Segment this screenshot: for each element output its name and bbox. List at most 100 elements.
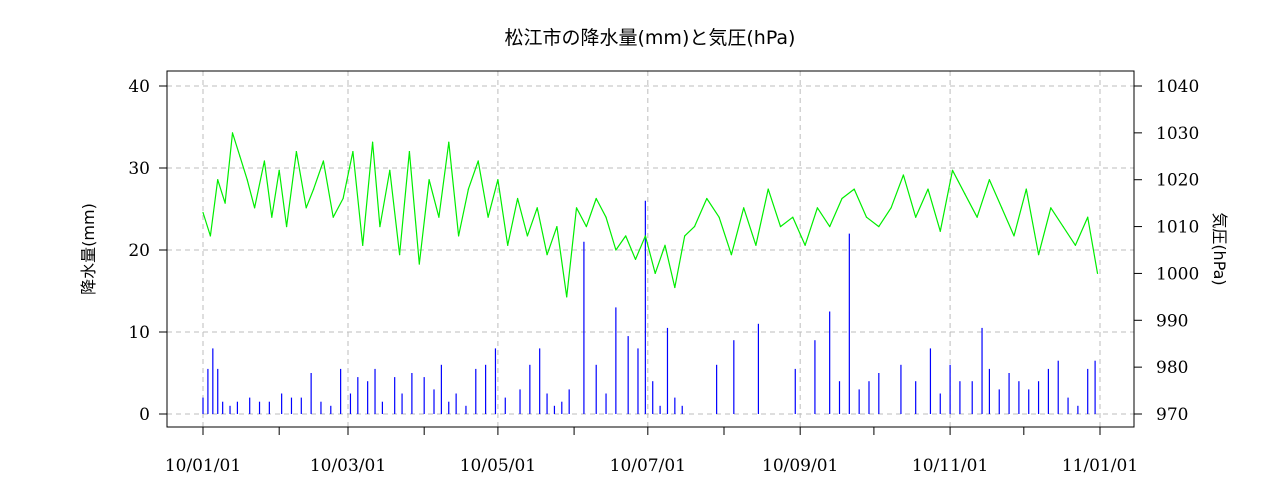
- pressure-point: [718, 216, 720, 218]
- pressure-series: [202, 132, 1099, 298]
- pressure-point: [271, 216, 273, 218]
- pressure-point: [278, 169, 280, 171]
- pressure-point: [1037, 254, 1040, 256]
- pressure-point: [305, 207, 307, 209]
- pressure-point: [428, 179, 430, 181]
- x-tick-label: 11/01/01: [1062, 456, 1138, 476]
- x-tick-label: 10/09/01: [762, 456, 838, 476]
- pressure-point: [231, 132, 234, 134]
- pressure-point: [566, 296, 568, 298]
- pressure-point: [853, 188, 855, 190]
- pressure-point: [927, 188, 929, 190]
- pressure-point: [976, 216, 978, 218]
- y2-tick-label: 970: [1156, 405, 1188, 425]
- pressure-point: [706, 197, 708, 200]
- pressure-point: [1096, 272, 1099, 275]
- pressure-point: [585, 225, 587, 228]
- pressure-point: [246, 179, 248, 181]
- pressure-point: [379, 225, 381, 228]
- pressure-point: [332, 216, 334, 218]
- y2-tick-label: 1020: [1156, 171, 1199, 191]
- y2-tick-label: 1030: [1156, 124, 1199, 144]
- pressure-point: [389, 169, 391, 171]
- pressure-point: [625, 235, 627, 237]
- pressure-point: [217, 179, 219, 181]
- pressure-point: [536, 207, 538, 209]
- pressure-point: [684, 235, 686, 237]
- pressure-point: [371, 141, 374, 143]
- pressure-point: [595, 197, 597, 200]
- x-tick-label: 10/01/01: [165, 456, 241, 476]
- y2-tick-label: 1000: [1156, 264, 1199, 284]
- x-tick-label: 10/07/01: [610, 456, 686, 476]
- pressure-point: [951, 169, 954, 171]
- pressure-point: [1087, 216, 1089, 218]
- pressure-point: [755, 244, 757, 246]
- y-tick-label: 10: [128, 323, 150, 343]
- pressure-point: [202, 211, 204, 214]
- pressure-point: [516, 197, 519, 200]
- pressure-point: [865, 216, 868, 218]
- pressure-point: [239, 155, 241, 157]
- pressure-point: [674, 286, 676, 289]
- pressure-point: [829, 225, 831, 228]
- pressure-point: [418, 263, 420, 265]
- y2-tick-label: 1040: [1156, 77, 1199, 97]
- y-tick-label: 30: [128, 159, 150, 179]
- pressure-point: [816, 207, 818, 209]
- pressure-point: [322, 160, 325, 162]
- pressure-point: [556, 225, 558, 228]
- pressure-point: [457, 235, 460, 237]
- pressure-point: [1074, 244, 1077, 246]
- chart-title: 松江市の降水量(mm)と気圧(hPa): [505, 27, 796, 49]
- pressure-point: [1050, 207, 1052, 209]
- pressure-point: [1025, 188, 1027, 190]
- pressure-point: [654, 272, 656, 275]
- pressure-point: [605, 216, 607, 218]
- x-tick-label: 10/03/01: [310, 456, 386, 476]
- y2-tick-label: 980: [1156, 358, 1188, 378]
- pressure-point: [438, 216, 440, 218]
- grid: [167, 71, 1134, 427]
- pressure-point: [841, 197, 843, 200]
- x-tick-label: 10/05/01: [460, 456, 536, 476]
- pressure-point: [1001, 207, 1003, 209]
- pressure-point: [263, 160, 266, 162]
- pressure-point: [988, 179, 991, 181]
- pressure-point: [295, 151, 297, 153]
- right-y-axis: 970 980 990 1000 1010 1020 1030 1040: [1134, 77, 1199, 425]
- y-tick-label: 0: [139, 405, 150, 425]
- y-tick-label: 40: [128, 77, 150, 97]
- pressure-point: [546, 254, 548, 256]
- pressure-point: [507, 244, 509, 246]
- pressure-point: [779, 225, 782, 228]
- y2-axis-label: 気圧(hPa): [1210, 212, 1229, 285]
- pressure-point: [644, 235, 646, 237]
- pressure-point: [902, 174, 904, 176]
- pressure-line: [202, 132, 1099, 298]
- pressure-point: [487, 216, 489, 218]
- pressure-point: [352, 151, 354, 153]
- pressure-point: [730, 254, 732, 256]
- pressure-point: [477, 160, 479, 162]
- pressure-point: [767, 188, 769, 190]
- precipitation-series: [202, 200, 1096, 414]
- plot-frame: [166, 70, 1135, 428]
- left-y-axis: 0 10 20 30 40: [128, 77, 167, 425]
- pressure-point: [285, 225, 288, 228]
- pressure-point: [964, 193, 966, 195]
- pressure-point: [634, 258, 637, 260]
- pressure-point: [915, 216, 917, 218]
- pressure-point: [693, 225, 696, 228]
- pressure-point: [399, 254, 401, 256]
- pressure-point: [939, 230, 941, 232]
- x-axis: 10/01/01 10/03/01 10/05/01 10/07/01 10/09/01…: [165, 427, 1138, 476]
- pressure-point: [467, 188, 470, 190]
- pressure-point: [664, 244, 666, 246]
- pressure-point: [408, 151, 411, 153]
- pressure-point: [312, 188, 315, 190]
- pressure-point: [804, 244, 806, 246]
- pressure-point: [497, 179, 499, 181]
- pressure-point: [890, 207, 892, 209]
